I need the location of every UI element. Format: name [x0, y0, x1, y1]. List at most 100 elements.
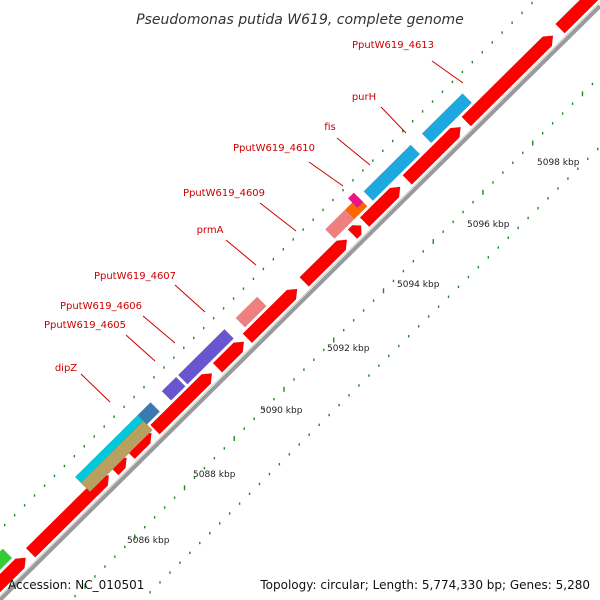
guide-dot: [292, 238, 294, 241]
label-leader-line: [380, 106, 407, 134]
label-leader-line: [225, 239, 257, 266]
guide-dot: [372, 159, 374, 162]
guide-dot: [63, 464, 66, 468]
guide-dot: [298, 443, 300, 446]
guide-dot: [531, 1, 533, 5]
guide-dot: [193, 336, 195, 340]
tick-label-5094: 5094 kbp: [397, 280, 440, 290]
label-leader-line: [431, 60, 464, 84]
guide-dot: [318, 423, 320, 427]
guide-dot: [431, 100, 434, 103]
gene-arrow: [347, 192, 364, 208]
guide-dot: [242, 287, 245, 290]
guide-dot: [527, 216, 529, 220]
gene-arrow: [177, 328, 234, 385]
guide-dot: [557, 187, 559, 190]
guide-dot: [163, 366, 165, 369]
guide-dot: [203, 466, 206, 470]
guide-dot: [252, 277, 255, 281]
guide-dot: [169, 571, 171, 574]
guide-dot: [159, 581, 161, 584]
guide-dot: [74, 594, 76, 598]
guide-dot: [332, 198, 334, 202]
guide-dot: [417, 325, 420, 328]
guide-dot: [218, 522, 221, 525]
gene-arrow: [0, 548, 13, 571]
guide-dot: [477, 266, 480, 269]
gene-arrow: [150, 373, 213, 435]
guide-dot: [587, 157, 589, 161]
guide-dot: [547, 197, 549, 200]
guide-dot: [328, 413, 330, 417]
guide-dot: [342, 188, 344, 192]
label-leader-line: [336, 137, 371, 166]
guide-dot: [323, 348, 325, 352]
gene-arrow: [25, 475, 110, 558]
guide-dot: [313, 358, 315, 361]
guide-dot: [322, 208, 324, 212]
guide-dot: [83, 445, 86, 448]
guide-dot: [412, 260, 415, 263]
guide-dot: [134, 534, 136, 540]
guide-dot: [521, 11, 523, 15]
guide-dot: [512, 161, 514, 164]
guide-dot: [93, 435, 95, 438]
guide-dot: [302, 228, 304, 231]
gene-label-pputw619-4607: PputW619_4607: [94, 271, 176, 282]
guide-dot: [577, 167, 579, 170]
guide-dot: [303, 368, 305, 371]
guide-dot: [193, 476, 196, 480]
guide-dot: [471, 60, 474, 64]
guide-dot: [342, 328, 345, 332]
guide-dot: [94, 575, 96, 578]
guide-dot: [457, 285, 460, 289]
guide-dot: [212, 317, 215, 320]
label-leader-line: [174, 284, 206, 313]
guide-dot: [163, 506, 166, 509]
guide-dot: [199, 541, 201, 545]
guide-dot: [461, 70, 464, 74]
guide-dot: [472, 200, 474, 204]
guide-dot: [392, 139, 394, 143]
guide-dot: [103, 425, 105, 428]
guide-dot: [238, 502, 241, 505]
guide-dot: [114, 555, 116, 558]
guide-dot: [352, 319, 355, 322]
gene-label-pputw619-4609: PputW619_4609: [183, 188, 265, 199]
guide-dot: [262, 267, 265, 271]
guide-dot: [222, 307, 225, 310]
guide-dot: [382, 288, 385, 294]
guide-dot: [358, 384, 360, 387]
guide-dot: [591, 82, 594, 86]
dotted-guides: [4, 1, 599, 598]
gene-label-purh: purH: [352, 92, 376, 103]
gene-arrow: [402, 126, 461, 185]
guide-dot: [491, 41, 493, 44]
guide-dot: [283, 386, 285, 392]
genome-summary-label: Topology: circular; Length: 5,774,330 bp…: [260, 578, 590, 592]
guide-dot: [288, 453, 291, 456]
guide-dot: [183, 346, 185, 349]
tick-label-5090: 5090 kbp: [260, 406, 303, 416]
guide-dot: [308, 433, 310, 436]
guide-dot: [203, 326, 205, 330]
guide-dot: [333, 337, 335, 343]
guide-dot: [437, 305, 440, 308]
guide-dot: [362, 309, 365, 312]
guide-dot: [123, 405, 125, 409]
guide-dot: [388, 354, 390, 358]
gene-arrow: [212, 341, 245, 373]
guide-dot: [73, 454, 76, 458]
guide-dot: [597, 147, 599, 151]
gene-arrow: [363, 144, 421, 201]
gene-label-dipz: dipZ: [55, 363, 77, 374]
guide-dot: [209, 531, 211, 535]
guide-dot: [104, 565, 106, 568]
guide-dot: [511, 21, 513, 24]
gene-arrow: [421, 93, 473, 144]
guide-dot: [497, 246, 499, 249]
label-leader-line: [308, 161, 344, 187]
guide-dot: [113, 415, 115, 418]
